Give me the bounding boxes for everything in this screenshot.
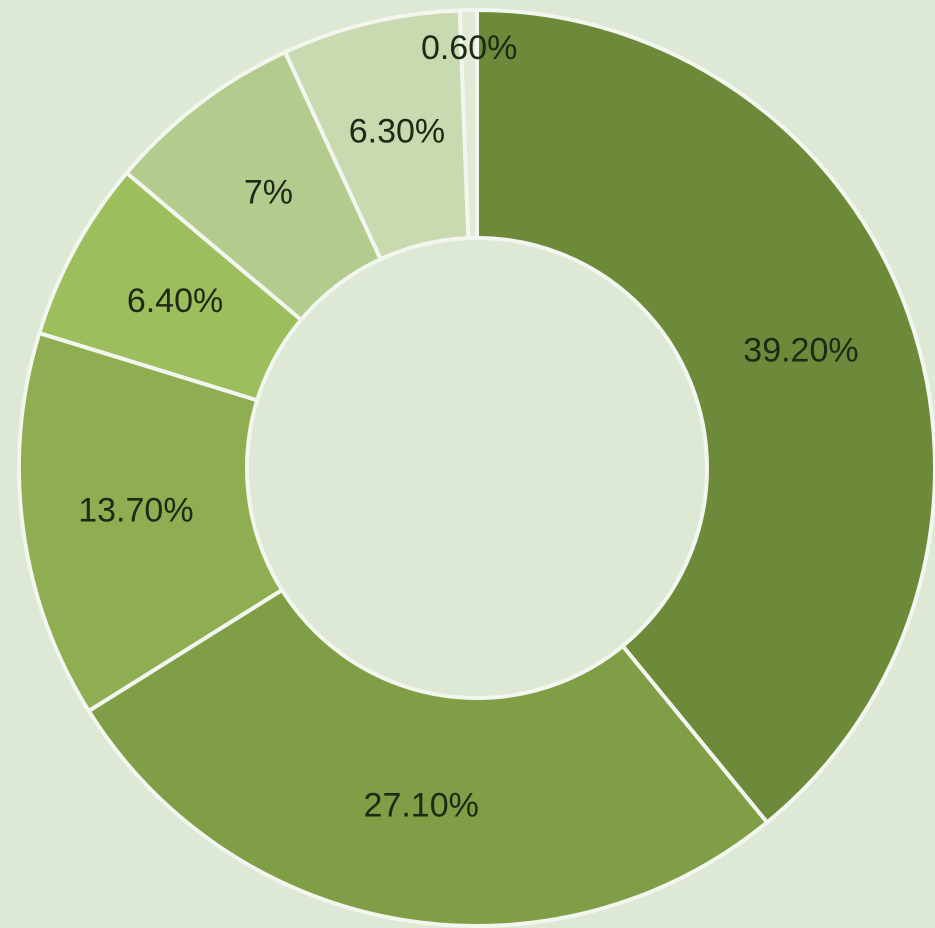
slice-label-1: 39.20% (743, 331, 858, 369)
labels-group: 39.20% 27.10% 13.70% 6.40% 7% 6.30% 0.60% (78, 29, 858, 824)
slice-label-5: 7% (244, 173, 293, 211)
slice-label-4: 6.40% (127, 282, 223, 320)
slice-label-6: 6.30% (349, 112, 445, 150)
donut-hole (245, 236, 709, 700)
slice-label-7: 0.60% (421, 29, 517, 67)
donut-slice-1 (475, 8, 935, 825)
slice-label-2: 27.10% (364, 786, 479, 824)
donut-slice-3 (17, 331, 479, 713)
donut-slice-2 (86, 466, 770, 928)
slice-label-3: 13.70% (78, 492, 193, 530)
slices-group (17, 8, 935, 928)
